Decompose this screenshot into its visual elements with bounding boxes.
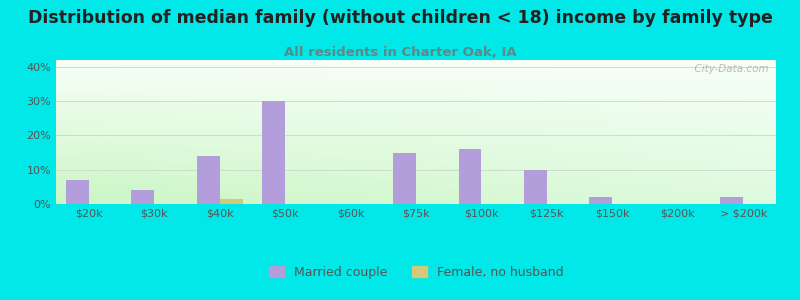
Bar bbox=[131, 190, 154, 204]
Bar bbox=[393, 153, 416, 204]
Bar bbox=[524, 170, 547, 204]
Bar bbox=[262, 101, 285, 204]
Text: All residents in Charter Oak, IA: All residents in Charter Oak, IA bbox=[284, 46, 516, 59]
Bar bbox=[720, 197, 743, 204]
Bar bbox=[66, 180, 89, 204]
Bar bbox=[220, 199, 242, 204]
Text: City-Data.com: City-Data.com bbox=[688, 64, 769, 74]
Bar bbox=[590, 197, 612, 204]
Bar bbox=[458, 149, 482, 204]
Legend: Married couple, Female, no husband: Married couple, Female, no husband bbox=[263, 261, 569, 284]
Text: Distribution of median family (without children < 18) income by family type: Distribution of median family (without c… bbox=[27, 9, 773, 27]
Bar bbox=[197, 156, 220, 204]
